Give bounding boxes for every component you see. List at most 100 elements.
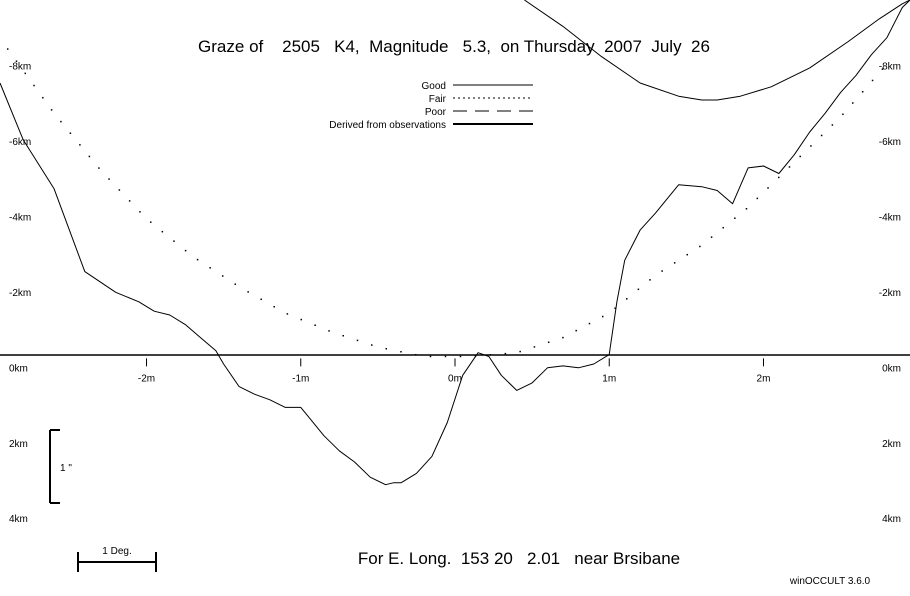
series-1-dot-11 (108, 178, 110, 180)
legend-label-derived: Derived from observations (329, 120, 446, 131)
chart-title: Graze of 2505 K4, Magnitude 5.3, on Thur… (198, 37, 710, 56)
series-1-dot-48 (601, 315, 604, 318)
series-1-dot-17 (173, 240, 175, 242)
x-tick-label-1: -1m (292, 373, 309, 384)
series-1-dot-25 (273, 305, 275, 308)
series-1-dot-38 (459, 355, 462, 358)
series-1-dot-41 (504, 352, 507, 355)
series-1-dot-23 (247, 291, 249, 293)
series-1-dot-1 (15, 60, 18, 62)
series-1-dot-21 (221, 275, 224, 277)
y-tick-label-left-1: -6km (9, 137, 31, 148)
series-line-2 (524, 0, 910, 101)
y-tick-label-right-0: -8km (879, 62, 901, 73)
series-1-dot-57 (710, 236, 713, 238)
y-tick-label-left-6: 4km (9, 514, 28, 525)
series-1-dot-51 (637, 288, 640, 291)
series-1-dot-20 (209, 267, 211, 269)
series-1-dot-0 (6, 48, 9, 50)
x-tick-label-3: 1m (602, 373, 616, 384)
series-1-dot-62 (767, 187, 769, 189)
series-1-dot-33 (385, 347, 388, 350)
series-1-dot-12 (118, 189, 121, 191)
series-1-dot-2 (24, 72, 27, 75)
y-tick-label-right-3: -2km (879, 288, 901, 299)
series-1-dot-7 (69, 132, 72, 134)
series-1-dot-72 (871, 79, 874, 82)
series-1-dot-56 (699, 245, 701, 248)
series-1-dot-29 (328, 330, 330, 332)
legend: Good Fair Poor Derived from observations (329, 81, 533, 131)
location-footer: For E. Long. 153 20 2.01 near Brsibane (358, 549, 680, 568)
series-1-dot-63 (778, 176, 780, 179)
series-1-dot-30 (342, 334, 344, 337)
series-1-dot-46 (575, 329, 577, 332)
series-1-dot-40 (489, 354, 492, 356)
series-1-dot-50 (626, 298, 628, 300)
vertical-scale-label: 1 " (60, 463, 72, 474)
legend-label-fair: Fair (429, 94, 447, 105)
y-tick-label-right-6: 4km (882, 514, 901, 525)
x-tick-label-2: 0m (448, 373, 462, 384)
y-tick-label-right-2: -4km (879, 212, 901, 223)
y-tick-label-right-5: 2km (882, 439, 901, 450)
y-tick-label-left-5: 2km (9, 439, 28, 450)
series-1-dot-26 (286, 313, 289, 315)
series-1-dot-4 (42, 96, 44, 99)
series-1-dot-36 (429, 355, 432, 358)
series-1-dot-10 (98, 167, 100, 169)
series-1-dot-37 (444, 355, 447, 358)
series-1-dot-66 (810, 145, 812, 147)
series-1-dot-27 (300, 318, 303, 321)
series-1-dot-52 (649, 279, 651, 281)
series-1-dot-59 (734, 217, 736, 219)
horizontal-scale-label: 1 Deg. (102, 546, 131, 557)
series-1-dot-24 (260, 298, 262, 301)
series-1-dot-16 (161, 230, 164, 233)
x-tick-label-4: 2m (757, 373, 771, 384)
legend-label-good: Good (422, 81, 446, 92)
series-1-dot-13 (128, 200, 131, 202)
series-1-dot-44 (547, 341, 550, 344)
series-1-dot-19 (196, 258, 199, 261)
series-1-dot-31 (356, 339, 359, 342)
series-1-dot-15 (149, 221, 152, 223)
series-1-dot-67 (820, 134, 823, 137)
series-1-dot-64 (788, 166, 791, 168)
x-tick-label-0: -2m (138, 373, 155, 384)
y-axis-left-labels: -8km -6km -4km -2km 0km 2km 4km (9, 62, 31, 526)
profile-series (0, 0, 910, 486)
series-1-dot-60 (745, 208, 748, 210)
series-1-dot-53 (661, 270, 663, 272)
series-1-dot-14 (139, 211, 141, 213)
series-1-dot-69 (842, 113, 844, 116)
series-1-dot-32 (371, 344, 373, 346)
series-1-dot-22 (234, 283, 237, 285)
series-1-dot-18 (184, 249, 187, 252)
software-credit: winOCCULT 3.6.0 (789, 576, 871, 587)
series-1-dot-34 (400, 350, 402, 353)
y-axis-right-labels: -8km -6km -4km -2km 0km 2km 4km (879, 62, 901, 526)
series-1-dot-42 (519, 350, 521, 353)
series-1-dot-73 (881, 68, 884, 70)
y-tick-label-left-3: -2km (9, 288, 31, 299)
vertical-scale-bar: 1 " (49, 429, 72, 504)
series-1-dot-8 (79, 144, 81, 146)
series-1-dot-6 (60, 120, 62, 123)
series-1-dot-55 (686, 253, 689, 256)
series-1-dot-58 (722, 226, 724, 229)
series-1-dot-3 (33, 84, 35, 87)
horizontal-scale-bar: 1 Deg. (77, 546, 157, 572)
series-1-dot-71 (861, 90, 864, 93)
series-line-0 (0, 0, 910, 486)
series-1-dot-5 (50, 109, 53, 111)
series-1-dot-54 (673, 262, 676, 264)
series-1-dot-49 (614, 307, 616, 310)
series-1-dot-45 (562, 336, 564, 339)
series-1-dot-47 (588, 322, 591, 325)
series-1-dot-61 (756, 197, 759, 200)
y-tick-label-right-4: 0km (882, 363, 901, 374)
series-1-dot-68 (831, 124, 834, 126)
